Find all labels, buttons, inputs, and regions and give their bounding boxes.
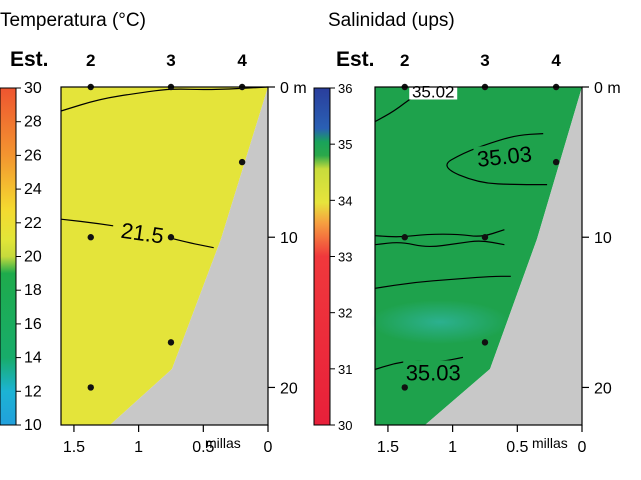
station-label: 4: [237, 51, 247, 70]
temperature-colorbar: [0, 87, 17, 426]
temperature-field: [61, 87, 268, 425]
colorbar-tick-label: 18: [24, 282, 42, 299]
colorbar-tick-label: 26: [24, 147, 42, 164]
station-label: 2: [400, 51, 409, 70]
salinity-colorbar: [313, 87, 331, 426]
contour-line: [374, 229, 505, 238]
contour-label-bg: [473, 141, 536, 170]
x-tick-label: 1: [448, 439, 457, 456]
sample-point: [87, 384, 94, 391]
colorbar-tick-label: 16: [24, 316, 42, 333]
colorbar-tick-label: 32: [338, 306, 352, 321]
contour-label: 35.03: [406, 360, 461, 385]
contour-label: 35.03: [476, 141, 533, 172]
colorbar-tick-label: 12: [24, 383, 42, 400]
sample-point: [167, 234, 175, 241]
sample-point: [481, 234, 489, 241]
colorbar-tick-label: 30: [24, 80, 42, 97]
contour-label-bg: [111, 216, 174, 247]
seafloor-temperature: [110, 87, 268, 425]
contour-line: [374, 275, 511, 289]
y-tick-label: 20: [594, 380, 612, 397]
station-prefix: Est.: [336, 48, 375, 71]
y-tick-label: 0 m: [280, 80, 307, 97]
sample-point: [552, 158, 560, 166]
seafloor-salinity: [425, 87, 582, 425]
sample-point: [167, 339, 175, 346]
contour-label-bg: [403, 360, 464, 383]
sample-point: [87, 234, 94, 241]
x-tick-label: 1.5: [377, 439, 399, 456]
contour-label: 21.5: [119, 218, 165, 249]
colorbar-tick-label: 36: [338, 81, 352, 96]
colorbar-tick-label: 20: [24, 249, 42, 266]
panel-temperature: Temperatura (°C) Est. 2 3 4 30 28 26 24 22 20 18…: [0, 10, 307, 456]
station-label: 2: [86, 51, 95, 70]
x-tick-label: 0: [578, 439, 587, 456]
sample-point: [401, 384, 408, 391]
colorbar-tick-label: 22: [24, 215, 42, 232]
x-tick-label: 1: [134, 439, 143, 456]
sample-point: [481, 339, 489, 346]
chart-title: Salinidad (ups): [328, 10, 455, 31]
x-axis-label: millas: [205, 435, 241, 451]
colorbar-tick-label: 34: [338, 193, 352, 208]
sample-point: [401, 234, 408, 241]
colorbar-tick-label: 30: [338, 418, 352, 433]
contour-line: [374, 240, 505, 248]
colorbar-tick-label: 14: [24, 350, 42, 367]
colorbar-tick-label: 33: [338, 250, 352, 265]
colorbar-tick-label: 35: [338, 137, 352, 152]
colorbar-tick-label: 24: [24, 181, 42, 198]
contour-line: [446, 133, 548, 186]
y-tick-label: 0 m: [594, 80, 621, 97]
salinity-patch: [370, 300, 510, 344]
y-tick-label: 10: [594, 230, 612, 247]
colorbar-tick-label: 10: [24, 417, 42, 434]
x-tick-label: 1.5: [63, 439, 85, 456]
x-tick-label: 0.5: [192, 439, 214, 456]
temperature-plot-frame: [60, 86, 269, 426]
colorbar-tick-label: 31: [338, 362, 352, 377]
contour-label: 35.02: [412, 83, 455, 102]
station-label: 4: [551, 51, 561, 70]
chart-title: Temperatura (°C): [0, 10, 146, 31]
salinity-plot-frame: [374, 86, 583, 426]
x-axis-label: millas: [532, 435, 568, 451]
station-prefix: Est.: [10, 48, 49, 71]
contour-line: [60, 86, 269, 112]
sample-point: [238, 158, 246, 166]
y-tick-label: 20: [280, 380, 298, 397]
x-tick-label: 0: [264, 439, 273, 456]
x-tick-label: 0.5: [506, 439, 528, 456]
station-label: 3: [480, 51, 489, 70]
y-tick-label: 10: [280, 230, 298, 247]
station-label: 3: [166, 51, 175, 70]
colorbar-tick-label: 28: [24, 114, 42, 131]
